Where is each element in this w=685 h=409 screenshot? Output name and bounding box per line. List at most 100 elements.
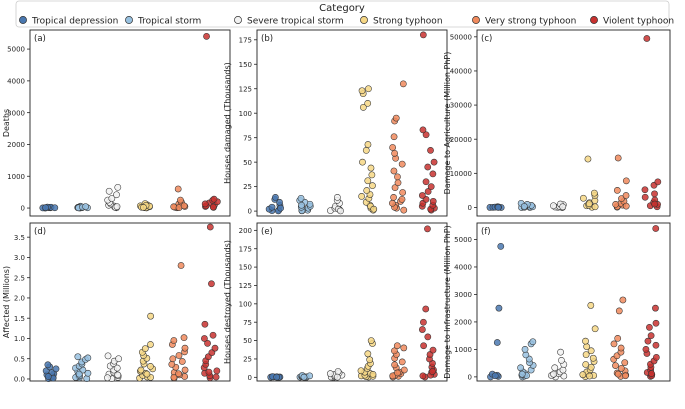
data-point bbox=[367, 164, 375, 172]
data-point bbox=[399, 80, 407, 88]
data-point bbox=[51, 204, 59, 212]
panel-frame bbox=[476, 222, 671, 382]
data-point bbox=[44, 373, 52, 380]
data-point bbox=[333, 373, 341, 381]
data-point bbox=[419, 372, 427, 380]
data-point bbox=[644, 337, 652, 345]
legend-title: Category bbox=[319, 3, 365, 14]
y-tick-label: 1.0 bbox=[14, 335, 25, 343]
data-point bbox=[587, 302, 595, 309]
data-point bbox=[400, 206, 408, 214]
data-point bbox=[619, 296, 627, 304]
data-point bbox=[75, 370, 83, 378]
data-point bbox=[580, 194, 587, 202]
data-point bbox=[169, 355, 177, 363]
data-point bbox=[643, 35, 651, 42]
data-point bbox=[82, 203, 89, 210]
data-point bbox=[610, 340, 618, 348]
data-point bbox=[115, 355, 122, 363]
y-axis-label: Houses destroyed (Thousands) bbox=[223, 240, 232, 364]
legend-frame bbox=[15, 0, 670, 28]
data-point bbox=[277, 204, 284, 212]
data-point bbox=[364, 177, 372, 185]
data-point bbox=[177, 196, 184, 204]
data-point bbox=[612, 362, 619, 369]
data-point bbox=[205, 368, 213, 376]
data-point bbox=[358, 193, 366, 200]
data-point bbox=[44, 361, 52, 369]
data-point bbox=[334, 368, 342, 375]
data-point bbox=[652, 341, 660, 349]
data-point bbox=[589, 354, 597, 362]
data-point bbox=[398, 358, 406, 366]
y-tick-label: 30000 bbox=[450, 102, 472, 110]
data-point bbox=[367, 337, 375, 344]
legend-label: Very strong typhoon bbox=[485, 17, 576, 27]
data-point bbox=[300, 373, 308, 381]
data-point bbox=[550, 370, 557, 378]
data-point bbox=[617, 364, 625, 372]
data-point bbox=[368, 171, 376, 179]
data-point bbox=[422, 305, 430, 313]
y-tick-label: 0.0 bbox=[14, 376, 25, 384]
data-point bbox=[587, 363, 595, 371]
data-point bbox=[614, 154, 622, 162]
data-point bbox=[212, 373, 220, 381]
y-tick-label: 2.0 bbox=[14, 295, 25, 303]
legend-label: Strong typhoon bbox=[373, 17, 443, 27]
data-point bbox=[641, 186, 649, 194]
panel-0: 0 1000 2000 3000 4000 5000 (a) Deaths bbox=[2, 29, 231, 217]
panels: 010002000300040005000(a)Deaths0255075100… bbox=[2, 29, 671, 384]
panel-label: (b) bbox=[261, 34, 273, 44]
data-point bbox=[622, 372, 629, 380]
y-tick-label: 0 bbox=[248, 208, 252, 216]
panel-frame bbox=[256, 222, 448, 382]
y-tick-label: 175 bbox=[239, 245, 252, 253]
panel-frame bbox=[256, 29, 448, 217]
y-tick-label: 40000 bbox=[450, 68, 472, 76]
data-point bbox=[551, 364, 559, 372]
data-point bbox=[652, 319, 660, 327]
panel-frame bbox=[476, 29, 671, 217]
panel-label: (e) bbox=[261, 227, 273, 237]
y-axis-label: Damage to Infrastructure (Million PhP) bbox=[443, 225, 452, 378]
y-axis-label: Damage to Agriculture (Million PhP) bbox=[443, 52, 452, 195]
data-point bbox=[390, 194, 397, 201]
data-point bbox=[141, 345, 149, 352]
data-point bbox=[391, 184, 399, 191]
y-tick-label: 75 bbox=[243, 319, 252, 327]
data-point bbox=[652, 304, 659, 312]
data-point bbox=[364, 350, 372, 358]
data-point bbox=[180, 202, 188, 210]
data-point bbox=[52, 365, 60, 373]
data-point bbox=[147, 363, 154, 370]
data-point bbox=[272, 194, 279, 201]
y-tick-label: 10000 bbox=[450, 170, 472, 178]
data-point bbox=[429, 197, 437, 205]
data-point bbox=[590, 189, 598, 197]
data-point bbox=[391, 347, 398, 355]
data-point bbox=[558, 357, 565, 364]
data-point bbox=[370, 205, 378, 213]
data-point bbox=[497, 242, 505, 250]
data-point bbox=[652, 353, 660, 361]
y-tick-label: 1.5 bbox=[14, 315, 25, 323]
y-tick-label: 150 bbox=[239, 61, 252, 69]
data-point bbox=[518, 370, 526, 378]
data-point bbox=[424, 163, 432, 171]
data-point bbox=[642, 346, 650, 353]
data-point bbox=[494, 204, 502, 211]
data-point bbox=[557, 348, 564, 356]
data-point bbox=[209, 331, 217, 339]
data-point bbox=[651, 190, 658, 198]
data-point bbox=[369, 371, 377, 378]
data-point bbox=[422, 178, 430, 186]
legend-marker bbox=[234, 16, 242, 24]
y-tick-label: 50 bbox=[243, 159, 252, 167]
panel-3: 0.0 0.5 1.0 1.5 2.0 2.5 3.0 3.5 (d) Affected (Mil… bbox=[2, 222, 231, 384]
y-tick-label: 125 bbox=[239, 282, 252, 290]
y-tick-label: 0 bbox=[21, 205, 25, 213]
data-point bbox=[104, 352, 112, 360]
data-point bbox=[201, 320, 209, 328]
